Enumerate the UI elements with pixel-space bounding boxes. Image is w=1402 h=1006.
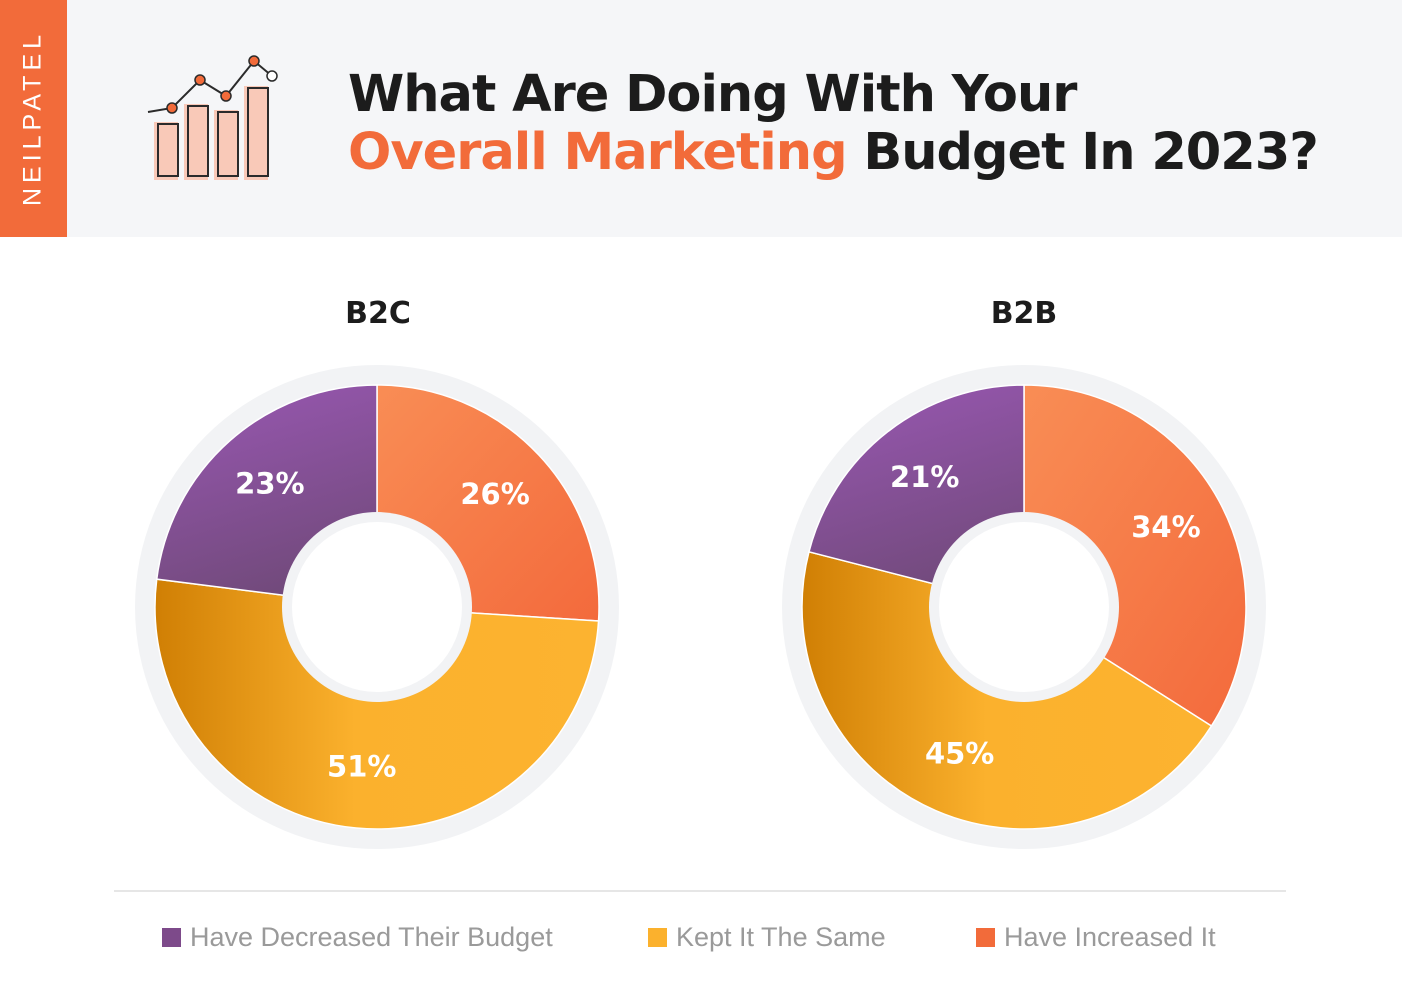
title-accent: Overall Marketing xyxy=(348,123,848,182)
donut-b2b-label-increased: 34% xyxy=(1131,510,1200,544)
donut-b2c-label-decreased: 23% xyxy=(235,466,304,500)
donut-b2b-hole xyxy=(939,522,1109,692)
legend-item-same: Kept It The Same xyxy=(648,919,886,955)
donut-b2c-label-increased: 26% xyxy=(460,477,529,511)
page-title: What Are Doing With Your Overall Marketi… xyxy=(348,65,1319,182)
donut-charts: 26% 51% 23% 34% 45% 21% xyxy=(135,365,1266,849)
donut-b2b-label-decreased: 21% xyxy=(890,460,959,494)
donut-chart-b2b: 34% 45% 21% xyxy=(782,365,1266,849)
donut-chart-b2c: 26% 51% 23% xyxy=(135,365,619,849)
brand-tab: NEILPATEL xyxy=(0,0,67,237)
legend-swatch-same xyxy=(648,927,667,947)
legend-swatch-increased xyxy=(976,927,995,947)
chart-title-b2c: B2C xyxy=(345,296,411,331)
donut-b2b-label-same: 45% xyxy=(925,737,994,771)
title-line-1: What Are Doing With Your xyxy=(348,65,1077,124)
legend-item-increased: Have Increased It xyxy=(976,919,1216,955)
legend-swatch-decreased xyxy=(162,927,181,947)
legend-label-same: Kept It The Same xyxy=(676,921,886,952)
bar-chart-growth-icon xyxy=(147,55,278,180)
donut-b2c-hole xyxy=(292,522,462,692)
donut-b2c-label-same: 51% xyxy=(327,749,396,783)
legend-divider xyxy=(114,890,1286,892)
donut-b2c-slice-same xyxy=(154,578,600,830)
legend-item-decreased: Have Decreased Their Budget xyxy=(162,919,553,955)
title-rest: Budget In 2023? xyxy=(846,123,1319,182)
chart-title-b2b: B2B xyxy=(990,296,1058,331)
header: NEILPATEL What Are Doing With Your Overa… xyxy=(0,0,1402,237)
legend-label-increased: Have Increased It xyxy=(1004,921,1216,952)
legend-label-decreased: Have Decreased Their Budget xyxy=(190,921,553,952)
